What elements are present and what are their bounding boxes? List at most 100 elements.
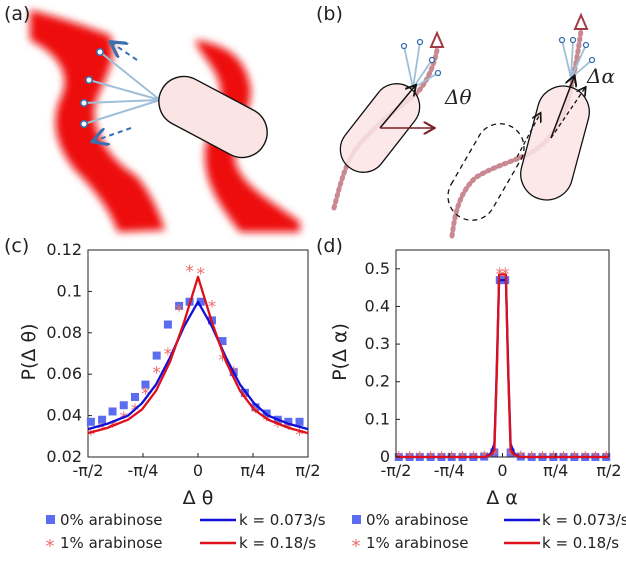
marker-c-s1-p17: * [274, 417, 283, 437]
marker-c-s1-p0: * [87, 426, 96, 446]
delta-alpha-label: Δα [586, 64, 615, 88]
fit-line-c-2 [87, 300, 309, 431]
marker-d-s0-p9 [490, 448, 499, 457]
legend-d-star-marker: * [352, 536, 361, 557]
red-trail-right [195, 40, 300, 232]
marker-c-s0-p4 [130, 392, 139, 401]
y-tick-label-c-4: 0.1 [57, 281, 82, 300]
legend-c: 0% arabinose * 1% arabinose k = 0.073/s … [46, 511, 326, 557]
flagella-tips-theta [400, 38, 442, 77]
x-tick-label-d-3: π/4 [543, 461, 568, 480]
legend-c-label-1: 1% arabinose [60, 534, 163, 552]
chart-c-marks: * * * * ****** ****** * * * * [86, 262, 309, 446]
marker-c-s1-p2: * [108, 417, 117, 437]
x-tick-label-d-1: -π/4 [434, 461, 465, 480]
marker-c-s1-p9: * [185, 262, 194, 282]
y-tick-label-c-0: 0.02 [46, 447, 82, 466]
flagella-a [83, 51, 161, 125]
y-tick-label-c-1: 0.04 [46, 406, 82, 425]
marker-c-s1-p7: * [164, 345, 173, 365]
marker-d-s1-p3: * [426, 449, 435, 469]
y-tick-label-c-3: 0.08 [46, 323, 82, 342]
marker-d-s1-p18: * [570, 449, 579, 469]
marker-c-s1-p3: * [120, 409, 129, 429]
marker-c-s0-p0 [86, 417, 95, 426]
x-axis-label-d: Δ α [486, 487, 518, 509]
marker-d-s1-p15: * [538, 449, 547, 469]
marker-d-s1-p12: * [506, 445, 515, 465]
marker-d-s1-p20: * [591, 449, 600, 469]
legend-d-square-marker [352, 515, 361, 524]
y-tick-label-d-2: 0.2 [365, 372, 390, 391]
x-tick-label-c-4: π/2 [295, 461, 320, 480]
marker-c-s1-p11: * [208, 297, 217, 317]
x-tick-label-d-0: -π/2 [381, 461, 412, 480]
marker-c-s0-p2 [108, 407, 117, 416]
marker-d-s1-p0: * [395, 449, 404, 469]
y-tick-label-d-1: 0.1 [365, 409, 390, 428]
marker-d-s1-p6: * [458, 449, 467, 469]
x-tick-label-c-3: π/4 [240, 461, 265, 480]
legend-c-square-marker [46, 515, 55, 524]
marker-c-s0-p12 [218, 337, 227, 346]
legend-d-label-2: k = 0.073/s [542, 511, 626, 529]
plot-frame-c [87, 249, 309, 458]
legend-d-label-3: k = 0.18/s [542, 534, 619, 552]
rotation-arrow-down [94, 127, 132, 141]
heading-arrow-old [379, 86, 415, 129]
x-axis-label-c: Δ θ [183, 487, 214, 509]
panel-label-d: (d) [316, 235, 343, 257]
marker-d-s1-p19: * [581, 449, 590, 469]
panel-b: Δθ Δα [331, 12, 615, 239]
direction-arrow-ghost [516, 114, 540, 158]
legend-d-label-0: 0% arabinose [366, 511, 469, 529]
x-tick-label-d-4: π/2 [596, 461, 621, 480]
red-trail-left [30, 10, 165, 232]
marker-c-s0-p6 [152, 351, 161, 360]
panel-label-a: (a) [4, 3, 30, 25]
marker-c-s1-p19: * [295, 426, 304, 446]
marker-c-s1-p8: * [175, 302, 184, 322]
marker-c-s1-p6: * [152, 364, 161, 384]
chart-c: * * * * ****** ****** * * * * -π/2 -π/4 0 π/4 π/2 0.0… [18, 240, 321, 509]
marker-c-s0-p8 [175, 301, 184, 310]
marker-c-s0-p18 [284, 417, 293, 426]
marker-c-s1-p5: * [141, 384, 150, 404]
marker-c-s0-p15 [251, 403, 260, 412]
panel-label-c: (c) [4, 235, 29, 257]
legend-c-label-0: 0% arabinose [60, 511, 163, 529]
marker-d-s1-p4: * [437, 449, 446, 469]
direction-arrow-solid [550, 77, 574, 139]
bacterium-cell-a [158, 75, 268, 159]
chart-c-yticks: 0.02 0.04 0.06 0.08 0.1 0.12 [46, 240, 92, 466]
marker-d-s1-p7: * [469, 449, 478, 469]
flagella-tips-a [80, 47, 105, 129]
y-tick-label-c-5: 0.12 [46, 240, 82, 259]
y-tick-label-d-4: 0.4 [365, 296, 390, 315]
chart-d-marks: * * * * * * * * * **** * * * * * * * * * [395, 265, 611, 468]
fit-line-c-3 [87, 275, 309, 435]
y-tick-label-d-0: 0 [380, 447, 390, 466]
panel-a [26, 0, 316, 232]
x-tick-label-c-0: -π/2 [73, 461, 104, 480]
legend-c-label-2: k = 0.073/s [239, 511, 326, 529]
x-tick-label-d-2: 0 [497, 461, 507, 480]
marker-d-s1-p21: * [602, 449, 611, 469]
flagella-tips-alpha [558, 36, 596, 64]
y-axis-label-d: P(Δ α) [329, 323, 351, 381]
marker-c-s0-p10 [196, 297, 205, 306]
marker-c-s1-p18: * [284, 420, 293, 440]
legend-c-star-marker: * [46, 536, 55, 557]
marker-c-s0-p7 [163, 320, 172, 329]
legend-d-label-1: 1% arabinose [366, 534, 469, 552]
chart-d-xticks: -π/2 -π/4 0 π/4 π/2 [381, 453, 622, 480]
y-tick-label-d-5: 0.5 [365, 259, 390, 278]
marker-c-s0-p19 [295, 417, 304, 426]
x-tick-label-c-2: 0 [193, 461, 203, 480]
chart-d-yticks: 0 0.1 0.2 0.3 0.4 0.5 [365, 259, 400, 466]
marker-c-s1-p15: * [251, 403, 260, 423]
bacterium-cell-alpha [520, 85, 590, 201]
panel-label-b: (b) [316, 3, 343, 25]
marker-d-s1-p2: * [416, 449, 425, 469]
